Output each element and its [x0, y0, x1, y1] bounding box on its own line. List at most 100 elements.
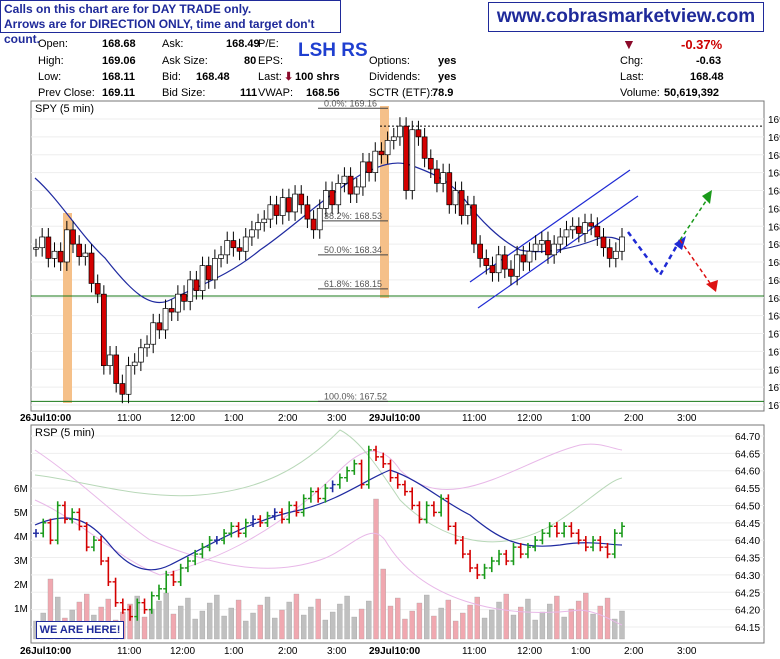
spy-candle-body: [193, 279, 200, 291]
spy-candle-body: [267, 204, 274, 220]
down-scenario-line: [679, 239, 713, 287]
x-tick-label: 2:00: [624, 413, 644, 424]
spy-y-axis: 169.1 169.0 168.9 168.8 168.7 168.6 168.5 168.4…: [768, 115, 780, 412]
x-tick-label: 26Jul10:00: [20, 413, 72, 424]
spy-candle-body: [88, 252, 95, 284]
rsp-y-tick-label: 64.70: [735, 432, 760, 443]
rsp-y-tick-label: 64.35: [735, 554, 760, 565]
up-scenario-line: [679, 197, 709, 241]
spy-candle-body: [489, 265, 496, 274]
volume-bar: [387, 605, 394, 640]
spy-candle-body: [286, 197, 292, 213]
volume-bar: [547, 603, 553, 640]
spy-candle-body: [526, 250, 533, 263]
volume-bar: [221, 615, 227, 640]
spy-candle-body: [150, 322, 157, 345]
volume-bar: [402, 618, 408, 640]
spy-candle-body: [63, 229, 70, 263]
spy-candle-body: [255, 222, 261, 231]
spy-candle-body: [224, 240, 231, 256]
x-tick-label: 29Jul10:00: [369, 646, 421, 657]
sctr-value: 78.9: [432, 87, 454, 99]
spy-y-tick-label: 169.1: [768, 115, 780, 126]
spy-candle-body: [82, 252, 89, 257]
spy-candle-body: [156, 322, 163, 331]
spy-candle-body: [298, 193, 305, 206]
spy-candle-body: [353, 186, 360, 195]
down-triangle-icon: ▼: [622, 36, 636, 52]
volume-bar: [583, 592, 589, 640]
spy-candle-body: [94, 283, 101, 295]
pct-change-value: -0.37%: [681, 37, 723, 52]
volume-bar: [590, 613, 596, 640]
volume-axis: 6M 5M 4M 3M 2M 1M: [14, 484, 28, 615]
volume-bar: [315, 598, 321, 640]
x-tick-label: 1:00: [571, 413, 591, 424]
volume-bar: [199, 610, 206, 640]
volume-bar: [438, 607, 444, 640]
volume-bar: [431, 615, 437, 640]
x-tick-label: 2:00: [624, 646, 644, 657]
low-value: 168.11: [102, 71, 136, 83]
spy-candle-body: [606, 247, 613, 259]
volume-bar: [293, 593, 300, 640]
volume-bar: [279, 609, 285, 640]
spy-candle-body: [101, 293, 107, 367]
ask-label: Ask:: [162, 38, 184, 50]
volume-bar: [322, 619, 329, 640]
x-tick-label: 11:00: [117, 413, 142, 424]
prev-close-label: Prev Close:: [38, 87, 95, 99]
x-tick-label: 11:00: [462, 646, 487, 657]
spy-candle-body: [316, 208, 323, 231]
x-tick-label: 2:00: [278, 646, 298, 657]
ask-size-value: 80: [244, 55, 257, 67]
spy-candle-body: [310, 218, 317, 231]
volume-bar: [178, 605, 184, 640]
volume-bar: [83, 593, 90, 640]
volume-bar: [55, 596, 61, 640]
spy-candle-body: [119, 383, 126, 395]
website-banner[interactable]: www.cobrasmarketview.com: [488, 2, 764, 32]
rsp-y-tick-label: 64.45: [735, 519, 760, 530]
spy-candle-body: [205, 265, 212, 281]
forecast-path: [626, 231, 682, 278]
spy-candle-body: [378, 150, 385, 156]
open-value: 168.68: [102, 38, 136, 50]
eps-label: EPS:: [258, 55, 284, 67]
volume-label: Volume:: [620, 87, 660, 99]
disclaimer-box: Calls on this chart are for DAY TRADE on…: [0, 0, 341, 46]
spy-candles: [33, 117, 625, 404]
rsp-y-tick-label: 64.25: [735, 588, 760, 599]
rsp-y-tick-label: 64.60: [735, 467, 760, 478]
volume-bar: [575, 600, 582, 640]
spy-y-tick-label: 168.3: [768, 258, 780, 269]
green-arrow-icon: [702, 190, 712, 204]
rsp-y-tick-label: 64.15: [735, 623, 760, 634]
spy-y-tick-label: 167.7: [768, 365, 780, 376]
volume-tick-label: 5M: [14, 508, 28, 519]
we-are-here-label: WE ARE HERE!: [36, 621, 124, 639]
spy-candle-body: [70, 229, 76, 245]
rsp-y-tick-label: 64.50: [735, 501, 760, 512]
spy-title: SPY (5 min): [35, 103, 94, 115]
spy-candle-body: [187, 279, 194, 302]
volume-bar: [525, 598, 531, 640]
options-value: yes: [438, 55, 457, 67]
fibonacci-levels: 0.0%: 169.16 38.2%: 168.53 50.0%: 168.34 61…: [318, 98, 764, 402]
spy-candle-body: [218, 254, 224, 259]
volume-bar: [206, 602, 213, 640]
channel-lower: [477, 195, 639, 309]
rsp-volume-bars: [33, 498, 625, 640]
volume-tick-label: 3M: [14, 556, 28, 567]
volume-bar: [337, 603, 343, 640]
x-tick-label: 3:00: [677, 413, 697, 424]
rsp-price-bars: [33, 445, 625, 621]
spy-y-tick-label: 167.5: [768, 401, 780, 412]
volume-bar: [185, 597, 191, 640]
volume-bar: [163, 592, 169, 640]
x-tick-label: 26Jul10:00: [20, 646, 72, 657]
spy-candle-body: [557, 236, 564, 245]
spy-candle-body: [551, 243, 557, 256]
volume-bar: [192, 618, 198, 640]
volume-bar: [257, 604, 263, 640]
